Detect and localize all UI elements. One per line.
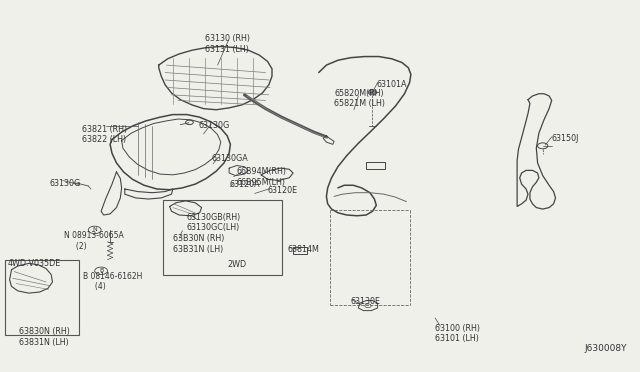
Text: 65820M(RH)
65821M (LH): 65820M(RH) 65821M (LH) bbox=[334, 89, 385, 108]
Text: 63130E: 63130E bbox=[351, 297, 381, 306]
Text: 63130G: 63130G bbox=[50, 179, 81, 187]
Text: J630008Y: J630008Y bbox=[585, 344, 627, 353]
Text: N: N bbox=[92, 227, 97, 232]
Text: 66B94M(RH)
66B95M(LH): 66B94M(RH) 66B95M(LH) bbox=[237, 167, 287, 187]
Bar bbox=[5, 260, 79, 335]
Text: 63130GA: 63130GA bbox=[211, 154, 248, 163]
Text: 63120E: 63120E bbox=[268, 186, 298, 195]
Text: 63821 (RH)
63822 (LH): 63821 (RH) 63822 (LH) bbox=[82, 125, 127, 144]
Text: 63100 (RH)
63101 (LH): 63100 (RH) 63101 (LH) bbox=[435, 324, 480, 343]
Bar bbox=[366, 162, 385, 169]
Text: 63814M: 63814M bbox=[288, 245, 320, 254]
Text: 63150J: 63150J bbox=[552, 134, 579, 143]
Text: 63120A: 63120A bbox=[229, 180, 260, 189]
Text: 63B30N (RH)
63B31N (LH): 63B30N (RH) 63B31N (LH) bbox=[173, 234, 224, 254]
Bar bbox=[293, 247, 307, 254]
Text: 63101A: 63101A bbox=[376, 80, 407, 89]
Text: N 08913-6065A
     (2): N 08913-6065A (2) bbox=[64, 231, 124, 251]
Text: B 08146-6162H
     (4): B 08146-6162H (4) bbox=[83, 272, 143, 291]
Text: 4WD.V035DE: 4WD.V035DE bbox=[8, 259, 61, 267]
Text: B: B bbox=[99, 268, 103, 273]
Circle shape bbox=[368, 90, 377, 95]
Text: 63130G: 63130G bbox=[198, 121, 230, 130]
Text: 63130 (RH)
63131 (LH): 63130 (RH) 63131 (LH) bbox=[205, 34, 250, 54]
Bar bbox=[163, 200, 282, 275]
Text: 63830N (RH)
63831N (LH): 63830N (RH) 63831N (LH) bbox=[19, 327, 70, 347]
Text: 2WD: 2WD bbox=[227, 260, 246, 269]
Text: 63130GB(RH)
63130GC(LH): 63130GB(RH) 63130GC(LH) bbox=[187, 213, 241, 232]
